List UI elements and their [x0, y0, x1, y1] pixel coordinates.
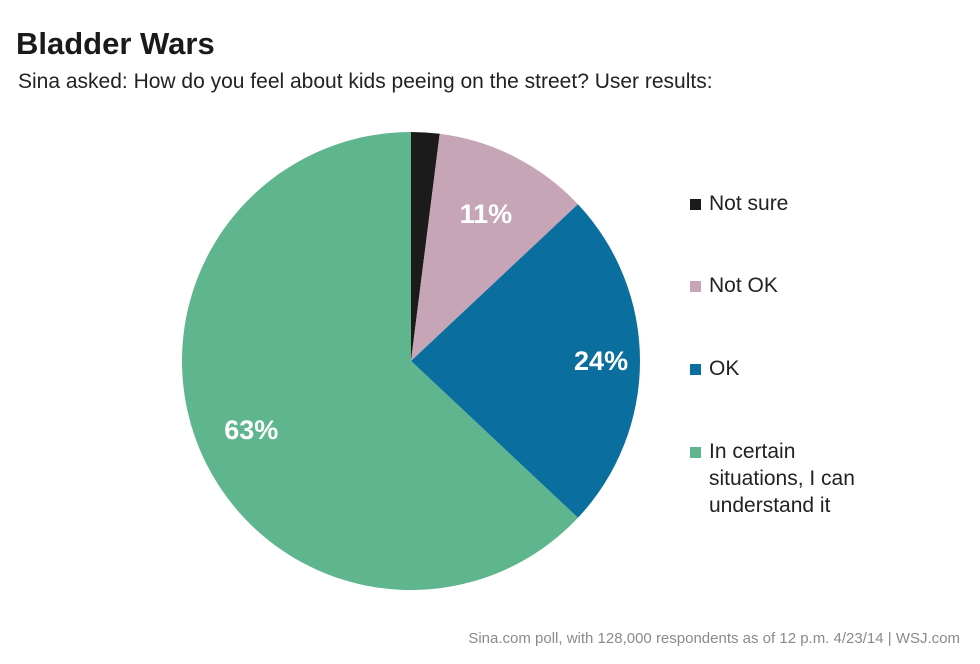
legend-label-line: In certain [709, 440, 796, 463]
legend-label-line: situations, I can [709, 467, 855, 490]
legend-label-line: understand it [709, 494, 831, 517]
legend-swatch [690, 447, 701, 458]
chart-subtitle: Sina asked: How do you feel about kids p… [18, 70, 713, 93]
legend-item-not-sure: Not sure [690, 190, 788, 217]
pie-data-label: 11% [460, 199, 513, 229]
legend-item-ok: OK [690, 355, 739, 382]
legend-item-not-ok: Not OK [690, 272, 778, 299]
legend-swatch [690, 364, 701, 375]
pie-slice-not-ok [411, 133, 578, 361]
pie-slice-ok [411, 204, 641, 518]
legend-label: OK [709, 357, 740, 380]
legend-label: Not OK [709, 274, 778, 297]
chart-title: Bladder Wars [16, 26, 215, 61]
pie-data-label: 63% [224, 415, 278, 445]
legend-swatch [690, 281, 701, 292]
legend-swatch [690, 199, 701, 210]
legend-label: Not sure [709, 192, 789, 215]
source-note: Sina.com poll, with 128,000 respondents … [468, 630, 960, 647]
pie-slice-not-sure [411, 132, 440, 361]
legend-item-certain-situations: In certain situations, I can understand … [690, 438, 855, 519]
pie-slice-in-certain-situations-i-can-understand-it [182, 132, 578, 590]
legend-label: In certain situations, I can understand … [709, 438, 855, 519]
pie-data-label: 24% [574, 346, 628, 376]
